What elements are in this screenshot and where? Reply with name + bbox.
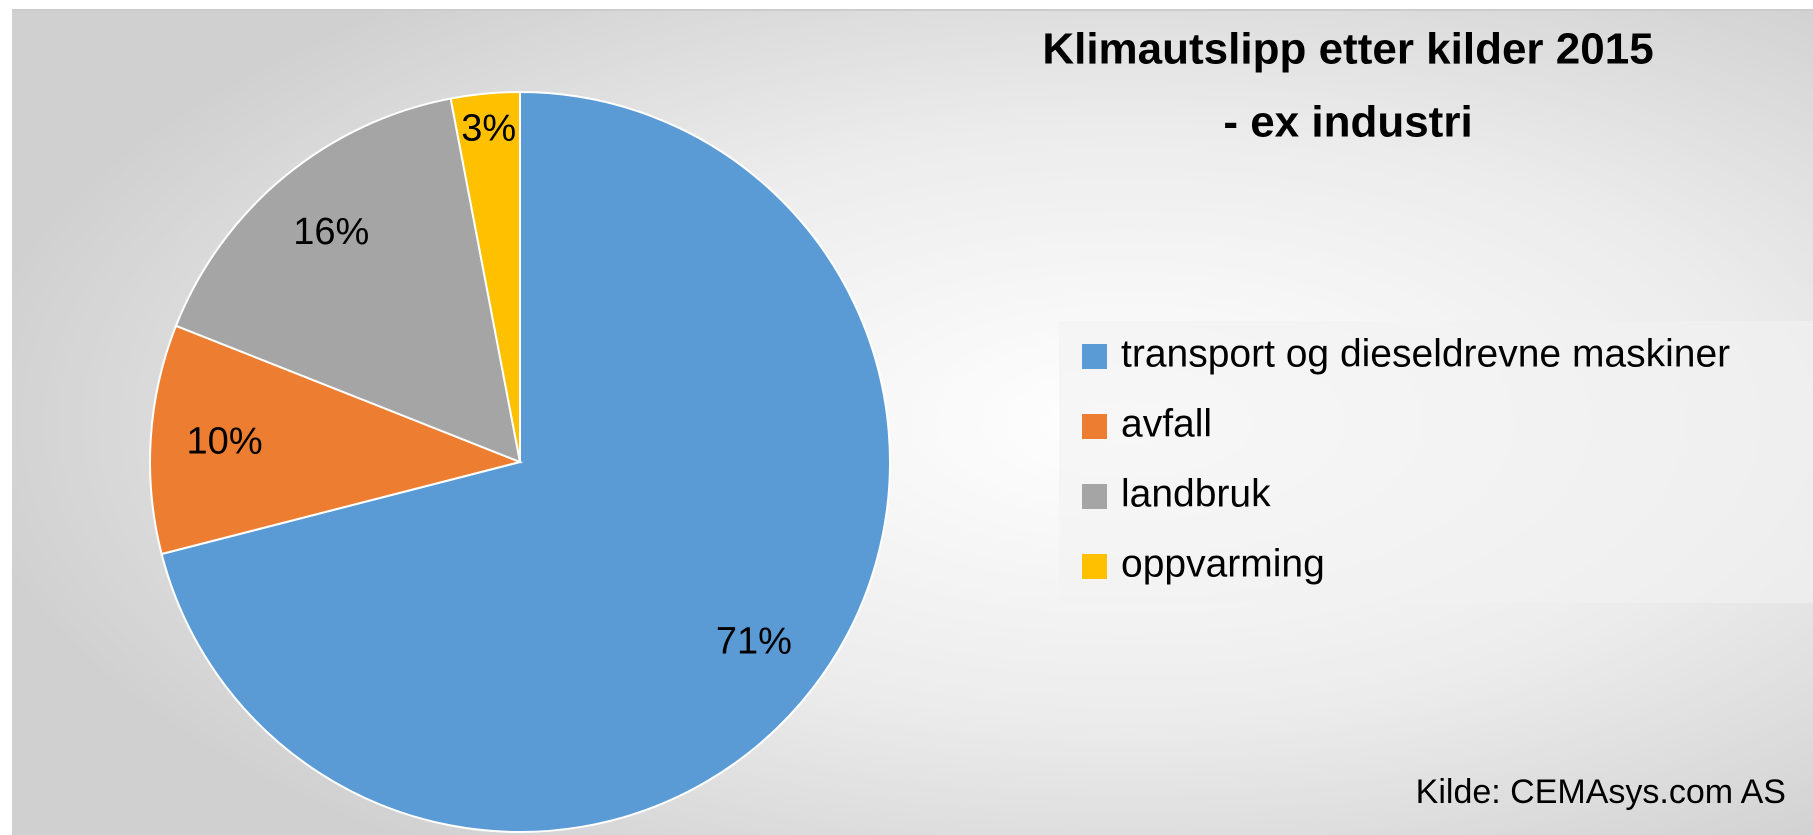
legend-swatch [1082,484,1107,509]
legend-swatch [1082,414,1107,439]
data-label: 3% [461,108,516,150]
legend-label: landbruk [1121,472,1271,515]
legend-swatch [1082,344,1107,369]
legend-swatch [1082,554,1107,579]
pie-slice [449,90,521,463]
legend-box [1059,321,1813,603]
legend-label: avfall [1121,402,1212,445]
data-label: 16% [293,211,369,253]
pie-slice [149,324,524,556]
legend-label: transport og dieseldrevne maskiner [1121,332,1730,375]
pie-slice [174,97,522,464]
legend-label: oppvarming [1121,542,1325,585]
pie-slice [160,90,891,833]
data-label: 10% [187,420,263,462]
chart-subtitle: - ex industri [1223,98,1472,147]
chart-title: Klimautslipp etter kilder 2015 [1042,25,1653,74]
source-note: Kilde: CEMAsys.com AS [1416,773,1786,811]
data-label: 71% [716,620,792,662]
